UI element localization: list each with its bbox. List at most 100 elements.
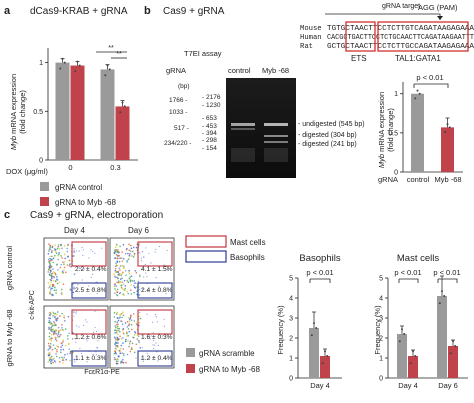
legend-label-control: gRNA control [55,183,102,192]
flow-event [140,358,142,360]
flow-event [51,311,54,313]
flow-event [114,249,116,251]
flow-event [62,340,64,343]
flow-event [85,338,87,340]
flow-event [136,286,138,288]
flow-event [161,335,163,337]
flow-event [51,285,54,288]
flow-event [48,260,50,262]
flow-event [54,244,56,246]
flow-event [116,294,119,297]
flow-event [152,339,155,341]
flow-event [58,248,61,250]
flow-event [50,326,52,329]
flow-event [132,336,135,339]
gel-lane-control: control [228,66,251,75]
y-tick-label: 1 [379,356,383,363]
flow-event [98,270,100,272]
flow-event [119,278,122,280]
flow-event [113,358,116,361]
flow-event [124,289,126,291]
flow-event [145,247,147,249]
flow-event [47,361,50,363]
panel-c-title: Cas9 + gRNA, electroporation [30,210,163,221]
panel-b-title: Cas9 + gRNA [163,6,225,17]
flow-event [114,265,117,268]
y-tick-label: 5 [289,276,293,283]
flow-event [52,333,55,336]
flow-event [116,358,119,361]
flow-event [114,250,117,253]
flow-event [61,271,64,274]
panel-a-xlabel: DOX (μg/ml) [6,167,48,176]
flow-event [116,327,119,330]
flow-event [120,360,122,363]
data-point [104,74,107,77]
y-tick-label: 3 [379,316,383,323]
flow-event [114,343,116,346]
flow-event [126,335,128,337]
flow-event [132,313,135,315]
flow-event [113,311,116,314]
flow-event [90,276,92,278]
flow-event [117,338,119,340]
flow-event [126,332,128,335]
flow-event [57,333,60,335]
flow-event [138,341,140,344]
flow-event [56,247,59,250]
y-tick-label: 1 [289,356,293,363]
flow-event [130,328,133,331]
flow-event [118,349,120,352]
flow-event [91,273,94,275]
legend-swatch-scramble [186,348,195,357]
flow-event [73,255,75,257]
flow-event [79,347,81,349]
flow-event [119,316,121,318]
flow-event [58,335,61,337]
flow-event [48,332,51,334]
gel-band-myb-545 [264,123,288,126]
flow-event [136,338,139,340]
flow-event [118,267,121,270]
flow-event [47,353,50,355]
flow-event [68,348,70,351]
flow-event [47,354,50,356]
flow-event [126,320,129,323]
flow-event [130,275,133,277]
motif-label-tal1-gata1: TAL1:GATA1 [395,54,441,63]
flow-event [138,243,140,245]
flow-event [115,330,118,332]
flow-event [122,293,124,296]
flow-event [49,255,51,258]
tal1-gata1-motif-box [377,21,469,52]
flow-event [53,248,56,250]
flow-event [129,250,132,252]
data-point [438,302,441,305]
flow-event [57,326,60,329]
flow-y-axis-label: c-kit-APC [29,290,36,320]
flow-event [54,347,56,350]
flow-event [139,274,141,276]
flow-event [125,338,127,341]
flow-event [52,344,55,346]
flow-event [123,354,125,357]
flow-event [52,331,55,334]
flow-event [158,285,160,287]
motif-label-ets: ETS [351,54,367,63]
flow-event [49,244,51,247]
gate-legend-baso-label: Basophils [230,253,265,262]
flow-event [86,361,88,363]
flow-event [58,252,60,254]
flow-event [67,343,70,346]
flow-event [140,257,142,259]
flow-event [72,351,75,354]
flow-event [144,263,146,266]
flow-event [117,281,120,284]
flow-event [49,311,51,314]
flow-event [78,326,80,328]
flow-event [138,294,141,296]
flow-event [50,333,53,336]
flow-event [117,329,120,332]
flow-event [52,271,55,273]
flow-event [118,254,121,257]
